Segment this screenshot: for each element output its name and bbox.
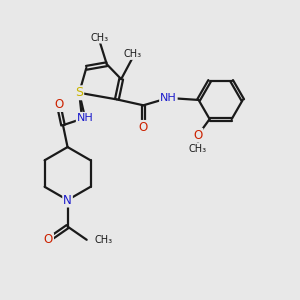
Text: O: O bbox=[54, 98, 63, 111]
Text: CH₃: CH₃ bbox=[189, 143, 207, 154]
Text: CH₃: CH₃ bbox=[90, 33, 109, 43]
Text: S: S bbox=[75, 86, 83, 99]
Text: N: N bbox=[63, 194, 72, 207]
Text: O: O bbox=[193, 129, 203, 142]
Text: O: O bbox=[139, 121, 148, 134]
Text: O: O bbox=[44, 233, 53, 246]
Text: NH: NH bbox=[160, 93, 177, 103]
Text: CH₃: CH₃ bbox=[124, 49, 142, 59]
Text: NH: NH bbox=[77, 113, 94, 123]
Text: CH₃: CH₃ bbox=[94, 235, 112, 245]
